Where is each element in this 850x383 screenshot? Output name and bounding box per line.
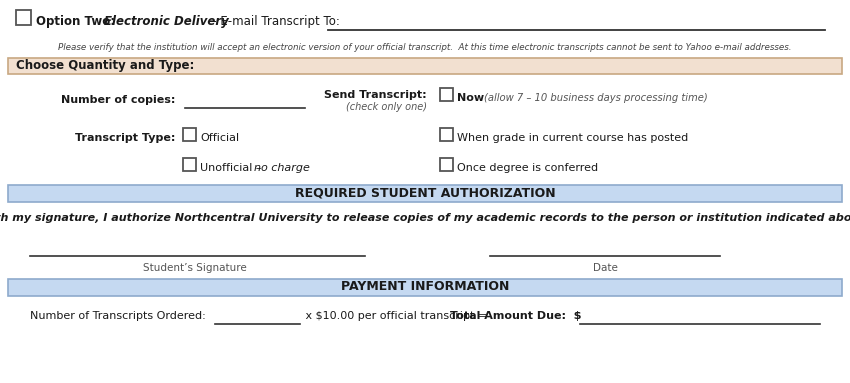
Text: x $10.00 per official transcript =: x $10.00 per official transcript =	[302, 311, 490, 321]
Bar	[183, 158, 196, 171]
Bar	[440, 158, 453, 171]
Text: Option Two:: Option Two:	[36, 15, 119, 28]
Bar	[8, 58, 842, 74]
Text: Number of copies:: Number of copies:	[60, 95, 175, 105]
Text: Now: Now	[457, 93, 488, 103]
Text: Choose Quantity and Type:: Choose Quantity and Type:	[16, 59, 195, 72]
Text: (check only one): (check only one)	[346, 102, 427, 112]
Bar	[440, 128, 453, 141]
Text: Unofficial –: Unofficial –	[200, 163, 265, 173]
Text: Number of Transcripts Ordered:: Number of Transcripts Ordered:	[30, 311, 206, 321]
Text: Total Amount Due:  $: Total Amount Due: $	[450, 311, 581, 321]
Bar	[183, 128, 196, 141]
Text: Electronic Delivery: Electronic Delivery	[104, 15, 229, 28]
Bar	[16, 10, 31, 25]
Text: Date: Date	[592, 263, 617, 273]
Text: no charge: no charge	[254, 163, 310, 173]
Text: (allow 7 – 10 business days processing time): (allow 7 – 10 business days processing t…	[484, 93, 708, 103]
Text: – E-mail Transcript To:: – E-mail Transcript To:	[207, 15, 340, 28]
Text: Send Transcript:: Send Transcript:	[325, 90, 427, 100]
Bar	[8, 185, 842, 202]
Text: Once degree is conferred: Once degree is conferred	[457, 163, 598, 173]
Text: Transcript Type:: Transcript Type:	[75, 133, 175, 143]
Text: With my signature, I authorize Northcentral University to release copies of my a: With my signature, I authorize Northcent…	[0, 213, 850, 223]
Text: Student’s Signature: Student’s Signature	[143, 263, 246, 273]
Text: Official: Official	[200, 133, 239, 143]
Text: When grade in current course has posted: When grade in current course has posted	[457, 133, 688, 143]
Text: REQUIRED STUDENT AUTHORIZATION: REQUIRED STUDENT AUTHORIZATION	[295, 187, 555, 200]
Text: Please verify that the institution will accept an electronic version of your off: Please verify that the institution will …	[59, 44, 791, 52]
Text: PAYMENT INFORMATION: PAYMENT INFORMATION	[341, 280, 509, 293]
Bar	[8, 279, 842, 296]
Bar	[440, 88, 453, 101]
